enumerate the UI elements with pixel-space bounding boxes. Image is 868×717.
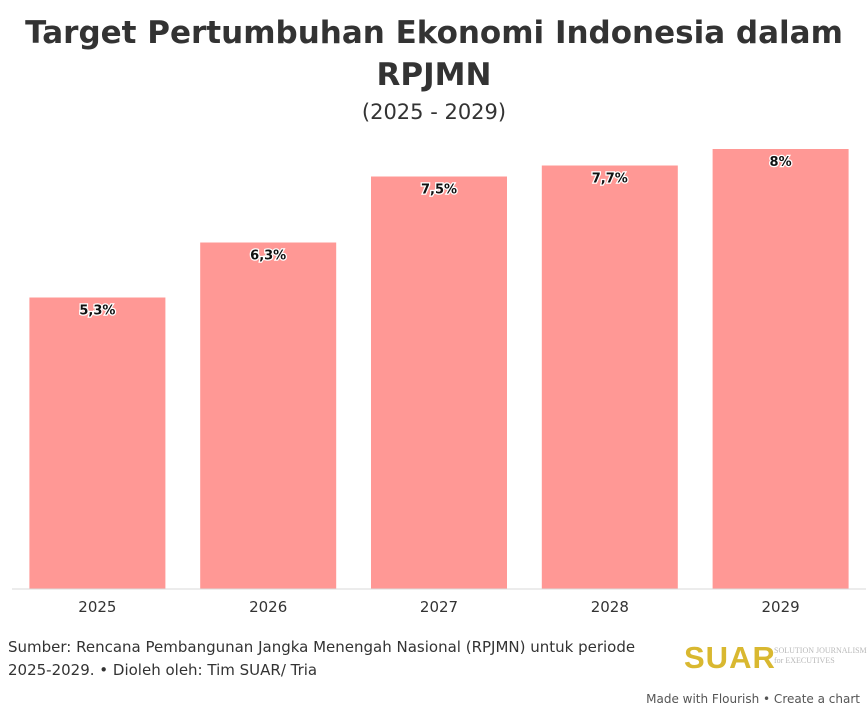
bar-2029 bbox=[712, 149, 849, 589]
suar-logo: SUAR SOLUTION JOURNALISM for EXECUTIVES bbox=[684, 640, 868, 676]
flourish-credit-link[interactable]: Made with Flourish • Create a chart bbox=[646, 692, 860, 706]
logo-wordmark: SUAR bbox=[684, 640, 776, 675]
data-label-2025: 5,3% bbox=[79, 304, 115, 319]
x-tick-label-2025: 2025 bbox=[78, 598, 116, 616]
chart-subtitle: (2025 - 2029) bbox=[361, 100, 507, 124]
logo-tagline-line1: SOLUTION JOURNALISM bbox=[774, 646, 867, 655]
x-tick-label-2029: 2029 bbox=[762, 598, 800, 616]
bar-chart: 5,3% 2025 6,3% 2026 7,5% 2027 7,7% 2028 8% 2029 bbox=[12, 149, 866, 616]
logo-tagline-line2: for EXECUTIVES bbox=[774, 656, 835, 665]
x-tick-label-2026: 2026 bbox=[249, 598, 287, 616]
data-label-2029: 8% bbox=[770, 155, 792, 170]
source-note: Sumber: Rencana Pembangunan Jangka Menen… bbox=[8, 638, 636, 679]
data-label-2028: 7,7% bbox=[592, 172, 628, 187]
bar-2028 bbox=[541, 165, 678, 589]
data-label-2027: 7,5% bbox=[421, 183, 457, 198]
bar-2026 bbox=[200, 242, 337, 589]
data-label-2026: 6,3% bbox=[250, 249, 286, 264]
bar-2027 bbox=[371, 176, 507, 589]
bar-2025 bbox=[29, 297, 166, 589]
chart-title: Target Pertumbuhan Ekonomi Indonesia dal… bbox=[25, 15, 843, 93]
x-tick-label-2027: 2027 bbox=[420, 598, 458, 616]
logo-tagline: SOLUTION JOURNALISM for EXECUTIVES bbox=[774, 646, 867, 666]
x-tick-label-2028: 2028 bbox=[591, 598, 629, 616]
